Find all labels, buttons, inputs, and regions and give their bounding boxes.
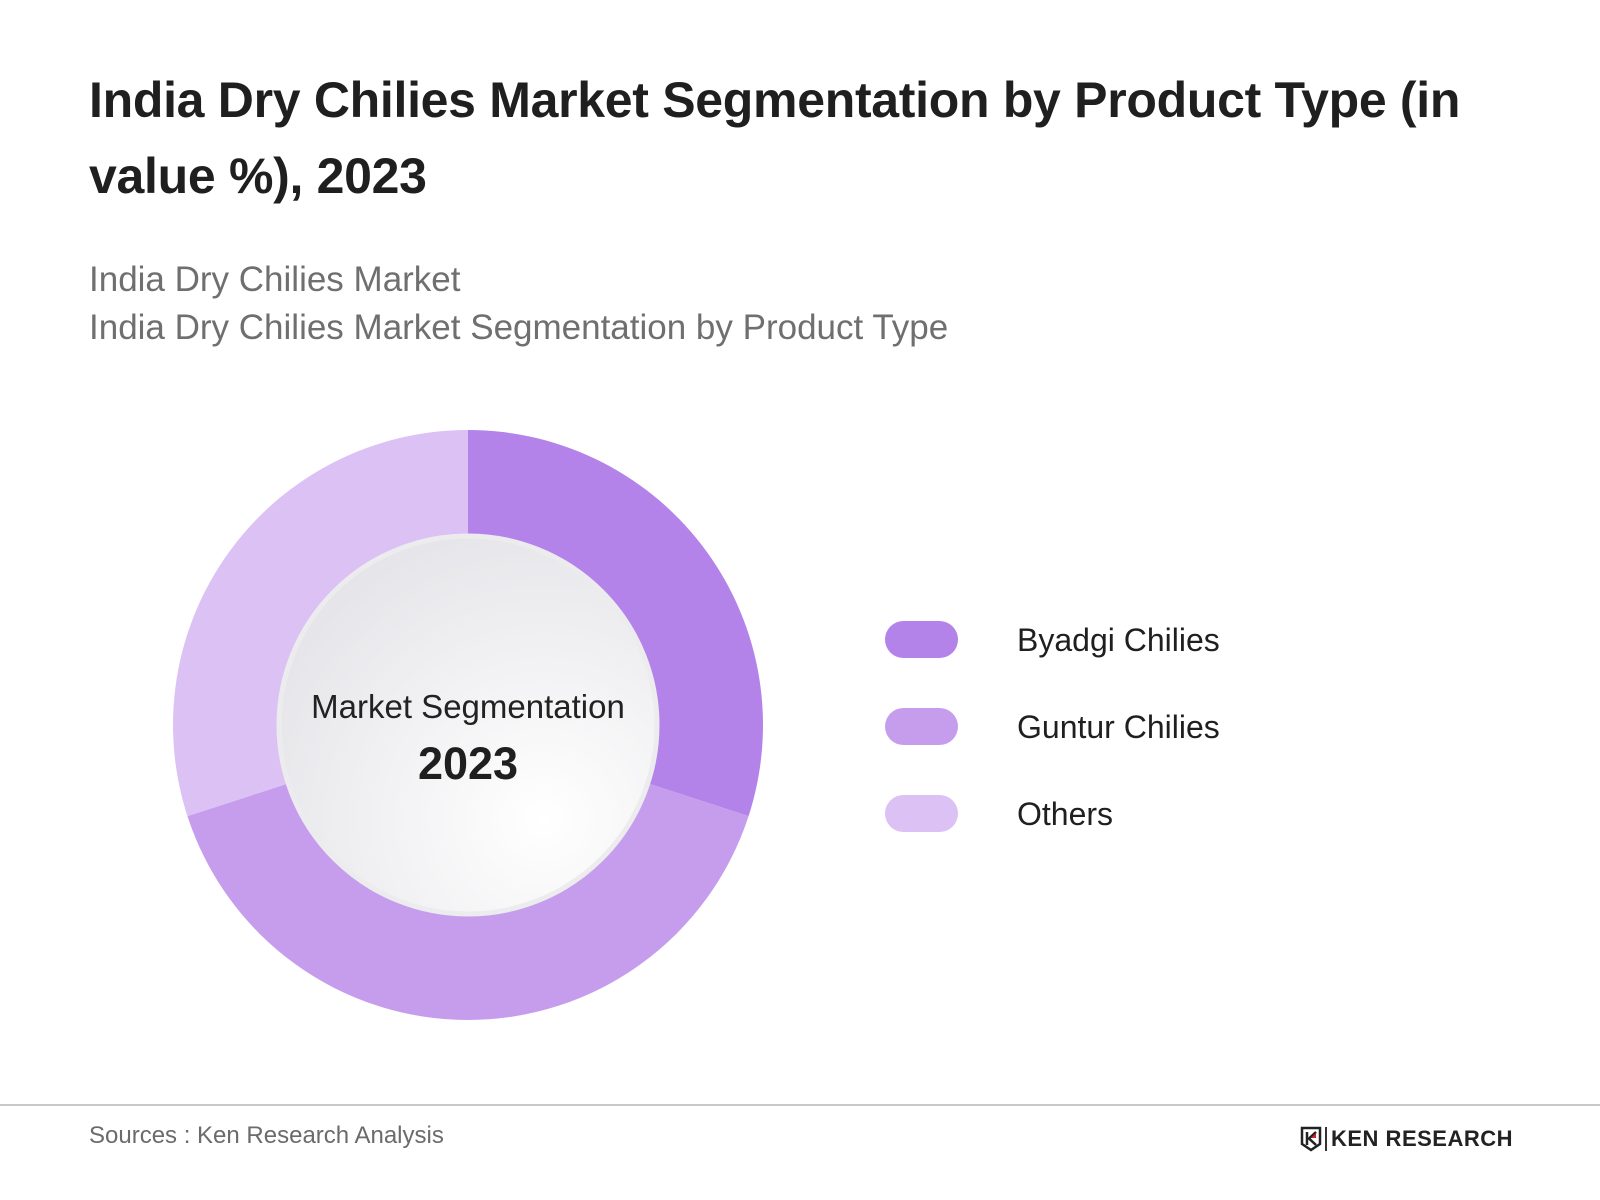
logo-separator bbox=[1325, 1127, 1327, 1151]
footer-divider bbox=[0, 1104, 1600, 1106]
donut-slice-others bbox=[172, 429, 468, 817]
logo-text: KEN RESEARCH bbox=[1331, 1126, 1514, 1151]
chart-title: India Dry Chilies Market Segmentation by… bbox=[89, 72, 1461, 204]
chart-subtitle-market: India Dry Chilies Market bbox=[89, 260, 461, 299]
chart-subtitle-segmentation: India Dry Chilies Market Segmentation by… bbox=[89, 308, 949, 347]
legend-item-others: Others bbox=[885, 794, 1305, 834]
ken-research-logo: KEN RESEARCH bbox=[1300, 1124, 1513, 1154]
donut-chart bbox=[172, 429, 763, 1020]
legend-label: Guntur Chilies bbox=[1017, 709, 1220, 745]
legend-item-guntur: Guntur Chilies bbox=[885, 707, 1305, 747]
donut-center-disc bbox=[276, 533, 660, 917]
donut-slice-guntur-chilies bbox=[187, 783, 749, 1020]
legend-label: Byadgi Chilies bbox=[1017, 622, 1220, 658]
legend-item-byadgi: Byadgi Chilies bbox=[885, 620, 1305, 660]
donut-slices bbox=[172, 429, 763, 1020]
sources-note: Sources : Ken Research Analysis bbox=[89, 1122, 444, 1149]
legend-swatch-others bbox=[885, 795, 958, 832]
donut-center-label: Market Segmentation bbox=[311, 688, 625, 725]
donut-slice-byadgi-chilies bbox=[468, 430, 763, 817]
legend-swatch-byadgi bbox=[885, 621, 958, 658]
legend-label: Others bbox=[1017, 796, 1114, 832]
legend-swatch-guntur bbox=[885, 708, 958, 745]
donut-center-year: 2023 bbox=[417, 738, 519, 789]
ken-logo-mark-icon bbox=[1300, 1126, 1322, 1152]
